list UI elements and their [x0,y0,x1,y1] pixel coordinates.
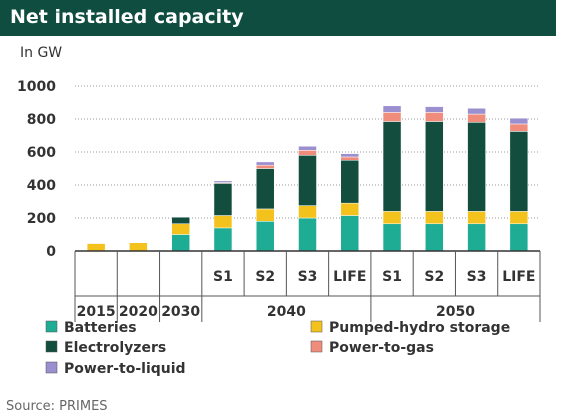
legend-swatch-power-to-liquid [45,361,58,374]
bar-segment-batteries [340,215,360,252]
bar-segment-pumped-hydro-storage [171,223,190,235]
x-category-label: S3 [298,269,318,285]
bar-segment-pumped-hydro-storage [86,243,106,252]
chart-title: Net installed capacity [10,6,244,28]
y-tick-label: 0 [46,244,56,260]
x-category-label: LIFE [333,269,366,285]
bar-segment-batteries [298,217,317,252]
bar-segment-electrolyzers [425,121,444,212]
bar-segment-batteries [509,223,529,252]
y-tick-label: 600 [27,145,56,161]
bar-segment-batteries [255,221,275,252]
bar-segment-power-to-gas [340,156,360,161]
y-tick-label: 800 [27,112,56,128]
y-axis-unit-label: In GW [20,45,62,61]
title-bar: Net installed capacity [0,0,556,36]
bar-segment-batteries [467,223,486,252]
bar-segment-power-to-gas [509,123,529,132]
legend-label: Electrolyzers [64,340,166,356]
legend-label: Power-to-gas [329,340,434,356]
bar-segment-power-to-liquid [425,106,444,113]
bar-segment-power-to-liquid [213,180,233,183]
y-tick-label: 200 [27,211,56,227]
source-note: Source: PRIMES [6,399,108,414]
y-tick-label: 1000 [17,79,56,95]
bar-segment-power-to-liquid [467,108,486,115]
bar-segment-power-to-gas [425,112,444,122]
bar-segment-electrolyzers [298,155,317,206]
bar-segment-pumped-hydro-storage [509,211,529,225]
bar-segment-electrolyzers [467,122,486,212]
y-tick-label: 400 [27,178,56,194]
bar-segment-pumped-hydro-storage [298,205,317,219]
bar-segment-power-to-gas [467,113,486,123]
bar-segment-batteries [213,227,233,252]
legend-swatch-electrolyzers [45,340,58,353]
legend-swatch-power-to-gas [310,340,323,353]
bar-segment-pumped-hydro-storage [467,211,486,225]
bar-segment-electrolyzers [509,131,529,212]
x-category-label: 2020 [119,304,158,320]
bar-segment-power-to-gas [298,150,317,156]
x-category-label: S2 [255,269,275,285]
x-category-label: 2030 [161,304,200,320]
bar-segment-power-to-liquid [340,153,360,158]
legend-label: Power-to-liquid [64,361,186,377]
legend-label: Pumped-hydro storage [329,320,510,336]
x-category-label: S3 [467,269,487,285]
bar-segment-power-to-liquid [509,117,529,125]
bar-segment-batteries [425,223,444,252]
bar-segment-electrolyzers [171,216,190,225]
bar-segment-power-to-gas [255,164,275,169]
bar-segment-power-to-liquid [255,161,275,166]
bar-segment-electrolyzers [213,183,233,216]
x-category-label: LIFE [502,269,535,285]
bar-segment-pumped-hydro-storage [382,211,402,225]
x-category-label: S1 [213,269,233,285]
bar-segment-power-to-gas [382,112,402,122]
bar-segment-electrolyzers [382,121,402,212]
bar-segment-electrolyzers [255,168,275,210]
bar-segment-electrolyzers [340,160,360,204]
x-category-label: 2015 [77,304,116,320]
bar-segment-pumped-hydro-storage [425,211,444,225]
bar-segment-power-to-liquid [382,105,402,113]
bar-segment-batteries [382,223,402,252]
bar-segment-batteries [171,234,190,252]
x-group-label: 2040 [267,304,306,320]
bar-segment-pumped-hydro-storage [340,202,360,216]
x-group-label: 2050 [436,304,475,320]
bar-segment-power-to-liquid [298,145,317,151]
bar-segment-pumped-hydro-storage [129,242,148,252]
legend-swatch-pumped-hydro-storage [310,320,323,333]
x-category-label: S1 [382,269,402,285]
x-category-label: S2 [424,269,444,285]
legend-label: Batteries [64,320,137,336]
legend-swatch-batteries [45,320,58,333]
bar-segment-pumped-hydro-storage [255,208,275,222]
bar-segment-pumped-hydro-storage [213,215,233,229]
